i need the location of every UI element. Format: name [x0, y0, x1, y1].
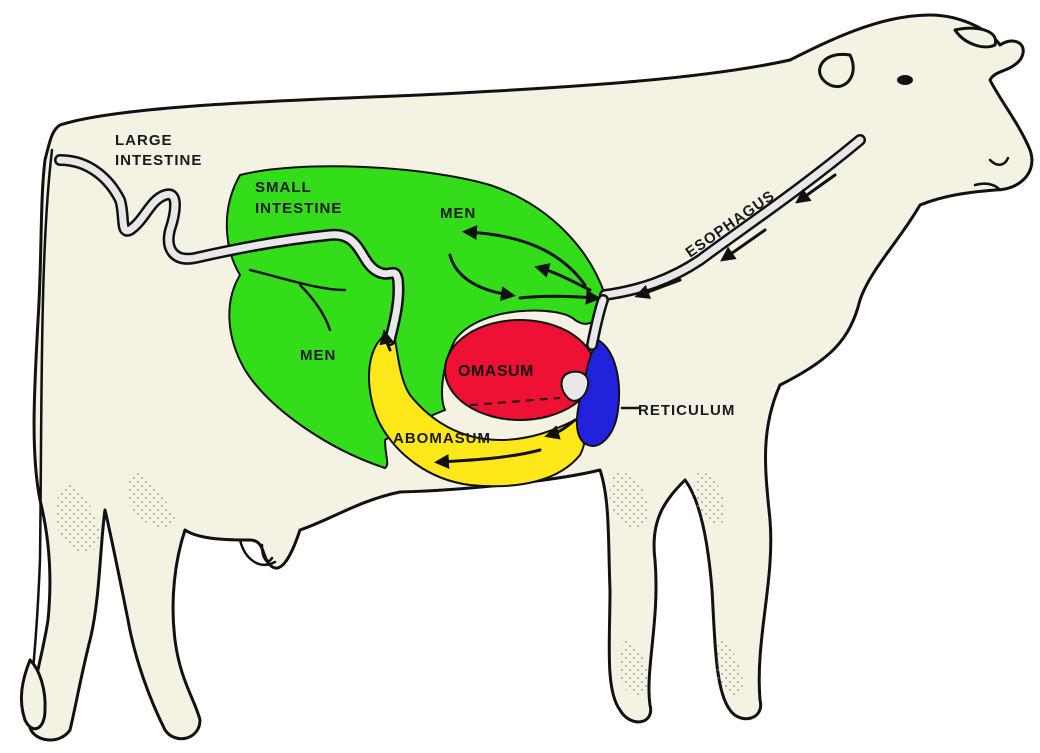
label-small-intestine-2: INTESTINE	[255, 200, 342, 217]
cow-nostril	[988, 156, 1010, 166]
cow-mouth	[973, 182, 1002, 192]
fore-leg-speckle	[609, 470, 649, 529]
udder	[238, 538, 277, 566]
cow-horn	[953, 26, 998, 49]
abomasum	[368, 333, 586, 488]
omasal-orifice	[560, 370, 590, 402]
large-intestine-tube-inner	[56, 156, 402, 344]
rumen-arrow-top	[462, 225, 587, 287]
label-rumen-upper: MEN	[440, 205, 476, 222]
rumen-fold-line	[248, 268, 347, 292]
rumen-arrow-flow	[518, 289, 601, 305]
label-small-intestine-1: SMALL	[255, 179, 312, 196]
hind-leg-speckle	[55, 480, 100, 553]
abomasum-arrow-up	[379, 329, 395, 352]
rumen-arrow-mid	[448, 253, 516, 302]
cow-tail-tuft	[19, 658, 47, 731]
reticulo-omasal-tube-inner	[588, 296, 607, 349]
fore-leg-speckle-2	[693, 470, 726, 525]
abomasum-arrow-2	[434, 448, 542, 469]
hind-leg-speckle-2	[127, 470, 175, 528]
hoof-speckle-2	[716, 640, 743, 696]
hoof-speckle	[619, 640, 649, 696]
esophagus-arrow-2	[720, 228, 767, 262]
cow-tail	[30, 148, 54, 682]
label-reticulum: RETICULUM	[638, 402, 735, 419]
esophagus-arrow-1	[795, 173, 837, 204]
esophagus-arrow-3	[634, 278, 682, 299]
rumen-arrow-to-esophagus	[534, 263, 592, 292]
cow-ear	[818, 52, 855, 89]
abomasum-arrow-1	[544, 418, 577, 440]
label-omasum: OMASUM	[458, 363, 534, 380]
label-large-intestine-2: INTESTINE	[115, 152, 202, 169]
omasum-dashed-line	[469, 397, 561, 406]
label-abomasum: ABOMASUM	[393, 430, 491, 447]
cow-eye	[897, 75, 913, 85]
rumen-fold-line-2	[298, 283, 332, 332]
label-large-intestine-1: LARGE	[115, 132, 173, 149]
teat	[260, 543, 274, 563]
label-rumen-lower: MEN	[300, 347, 336, 364]
